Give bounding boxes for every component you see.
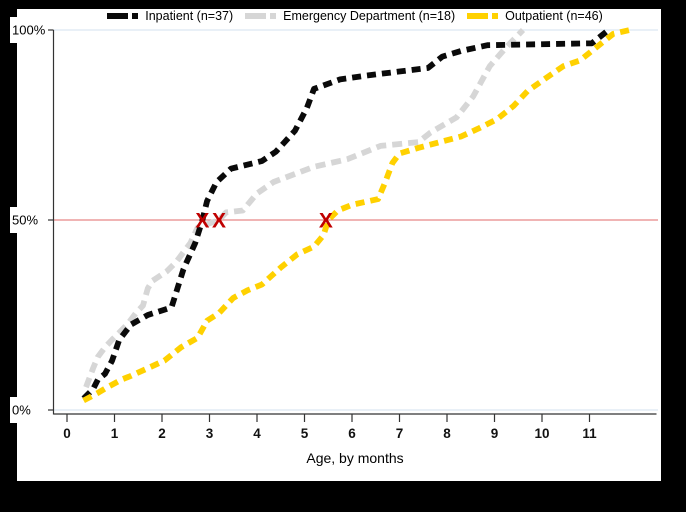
series-curve-outpatient xyxy=(82,27,631,404)
x-tick-label: 11 xyxy=(582,426,597,441)
x-tick-label: 8 xyxy=(443,426,451,441)
x-tick-label: 7 xyxy=(396,426,404,441)
legend-item-outpatient: Outpatient (n=46) xyxy=(467,9,603,23)
inpatient-dash-icon xyxy=(107,13,129,19)
chart-canvas xyxy=(17,9,661,481)
median-x-marker: X xyxy=(212,210,226,233)
y-tick-label: 100% xyxy=(12,23,46,38)
x-tick-label: 3 xyxy=(206,426,214,441)
x-tick-label: 9 xyxy=(491,426,499,441)
outpatient-dash-icon xyxy=(467,13,489,19)
x-axis-title: Age, by months xyxy=(306,450,404,466)
legend-item-inpatient: Inpatient (n=37) xyxy=(107,9,233,23)
y-tick-label: 0% xyxy=(12,403,31,418)
legend-item-emergency-department: Emergency Department (n=18) xyxy=(245,9,455,23)
median-x-marker: X xyxy=(195,210,209,233)
y-tick-label-chip xyxy=(10,17,48,43)
legend-label-outpatient: Outpatient (n=46) xyxy=(505,9,603,23)
median-x-marker: X xyxy=(319,210,333,233)
x-tick-label: 5 xyxy=(301,426,309,441)
y-tick-label-chip xyxy=(10,207,48,233)
emergency-department-dash-icon xyxy=(245,13,267,19)
x-tick-label: 0 xyxy=(63,426,71,441)
x-tick-label: 1 xyxy=(111,426,119,441)
series-curve-inpatient xyxy=(81,27,611,401)
x-tick-label: 2 xyxy=(158,426,166,441)
legend: Inpatient (n=37) Emergency Department (n… xyxy=(54,7,656,25)
x-tick-label: 6 xyxy=(348,426,356,441)
outpatient-dash-icon xyxy=(492,13,499,19)
x-tick-label: 10 xyxy=(534,426,549,441)
emergency-department-dash-icon xyxy=(270,13,277,19)
x-tick-label: 4 xyxy=(253,426,261,441)
legend-label-emergency-department: Emergency Department (n=18) xyxy=(283,9,456,23)
inpatient-dash-icon xyxy=(132,13,139,19)
series-curve-emergency-department xyxy=(83,27,526,389)
legend-label-inpatient: Inpatient (n=37) xyxy=(145,9,234,23)
y-tick-label: 50% xyxy=(12,213,38,228)
y-tick-label-chip xyxy=(10,397,48,423)
